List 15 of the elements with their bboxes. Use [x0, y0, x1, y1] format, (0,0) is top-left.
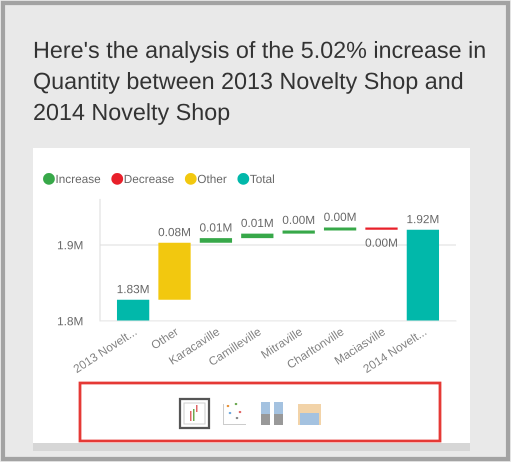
data-label: 0.00M [282, 216, 314, 224]
data-label: 0.08M [158, 228, 190, 236]
y-tick-label: 1.9M [58, 241, 82, 250]
chart-title: Here's the analysis of the 5.02% increase in Quantity between 2013 Novelty Shop and 2014 Novelty Shop [34, 41, 485, 125]
y-tick-label: 1.8M [58, 317, 82, 326]
data-label: 0.01M [200, 223, 232, 232]
data-label: 0.00M [324, 212, 356, 222]
data-label: 0.00M [366, 238, 397, 247]
data-label: 0.01M [241, 218, 273, 228]
legend-label: Decrease [124, 174, 174, 184]
legend-label: Other [198, 174, 227, 184]
data-label: 1.92M [407, 214, 438, 224]
data-label: 1.83M [118, 284, 149, 294]
legend-label: Increase [56, 174, 100, 184]
legend-label: Total [250, 174, 274, 184]
